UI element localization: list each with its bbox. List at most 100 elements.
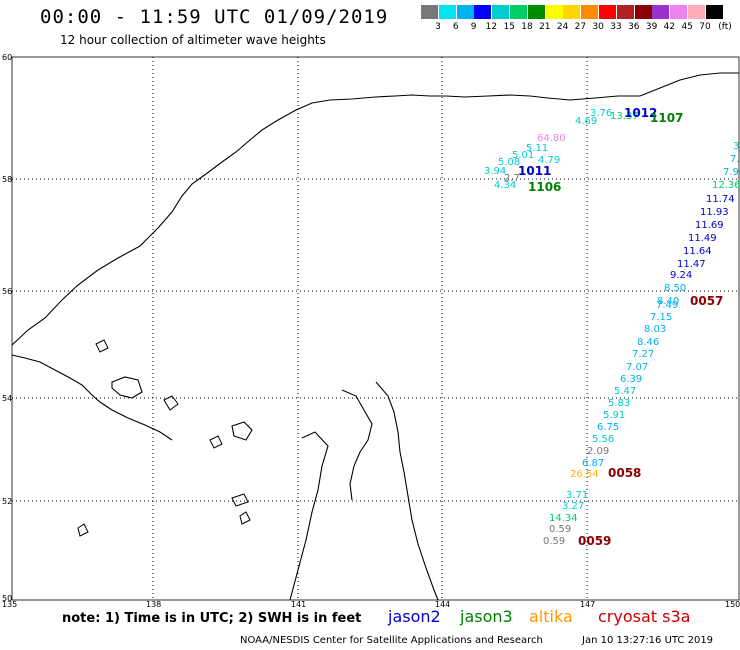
latitude-label: 56 bbox=[2, 287, 13, 296]
latitude-label: 52 bbox=[2, 497, 13, 506]
wave-height-value: 9.24 bbox=[670, 270, 693, 281]
wave-height-value: 26.54 bbox=[570, 469, 599, 480]
timestamp: Jan 10 13:27:16 UTC 2019 bbox=[582, 635, 714, 646]
legend-label: 70 bbox=[699, 22, 711, 32]
legend-swatch bbox=[438, 5, 456, 19]
wave-height-value: 2.09 bbox=[587, 446, 610, 457]
wave-height-value: 12.36 bbox=[712, 180, 740, 191]
legend-swatch bbox=[474, 5, 492, 19]
legend-swatch bbox=[492, 5, 510, 19]
wave-height-value: 5.11 bbox=[526, 143, 549, 154]
wave-height-value: 3.76 bbox=[590, 108, 613, 119]
legend-swatch bbox=[705, 5, 723, 19]
legend-swatch bbox=[510, 5, 527, 19]
legend-label: 15 bbox=[503, 22, 515, 32]
longitude-label: 150 bbox=[725, 600, 740, 609]
longitude-label: 144 bbox=[435, 600, 451, 609]
longitude-label: 147 bbox=[580, 600, 596, 609]
legend-swatch bbox=[456, 5, 474, 19]
coastline bbox=[11, 72, 739, 601]
wave-height-value: 11.74 bbox=[706, 194, 735, 205]
legend-label: 33 bbox=[610, 22, 622, 32]
credit-line: NOAA/NESDIS Center for Satellite Applica… bbox=[240, 635, 543, 646]
legend-label: 12 bbox=[485, 22, 498, 32]
legend-label: 39 bbox=[645, 22, 658, 32]
legend-swatch bbox=[599, 5, 616, 19]
wave-height-value: 7.49 bbox=[656, 300, 679, 311]
wave-height-value: 6.75 bbox=[597, 422, 620, 433]
wave-height-value: 11.49 bbox=[688, 233, 717, 244]
legend-swatch bbox=[527, 5, 545, 19]
page-title: 00:00 - 11:59 UTC 01/09/2019 bbox=[40, 6, 389, 28]
wave-height-value: 5.83 bbox=[608, 398, 631, 409]
wave-height-value: 5.56 bbox=[592, 434, 615, 445]
wave-height-value: 11.93 bbox=[700, 207, 729, 218]
legend-label: 30 bbox=[592, 22, 604, 32]
latitude-label: 54 bbox=[2, 394, 13, 403]
legend-swatch bbox=[616, 5, 634, 19]
wave-height-value: 3.94 bbox=[484, 166, 507, 177]
wave-height-value: 4.34 bbox=[494, 180, 517, 191]
legend-swatch bbox=[581, 5, 599, 19]
pass-id-label: 0057 bbox=[690, 294, 724, 308]
wave-height-value: 5.08 bbox=[498, 157, 521, 168]
pass-id-label: 1107 bbox=[650, 111, 684, 125]
wave-height-value: 4.79 bbox=[538, 155, 561, 166]
legend-swatch bbox=[421, 5, 438, 19]
pass-id-label: 1106 bbox=[528, 180, 562, 194]
legend-label: 18 bbox=[521, 22, 533, 32]
wave-height-value: 6.87 bbox=[582, 458, 605, 469]
legend-unit: (ft) bbox=[718, 22, 732, 32]
wave-height-value: 0.59 bbox=[543, 536, 566, 547]
wave-height-value: 5.47 bbox=[614, 386, 637, 397]
wave-height-value: 2.7 bbox=[504, 173, 520, 184]
wave-height-value: 8.03 bbox=[644, 324, 667, 335]
legend-label: 42 bbox=[663, 22, 676, 32]
wave-height-value: 11.64 bbox=[683, 246, 712, 257]
wave-height-value: 3.27 bbox=[562, 501, 585, 512]
legend-label: 36 bbox=[628, 22, 640, 32]
wave-height-value: 8.46 bbox=[637, 337, 660, 348]
longitude-label: 138 bbox=[146, 600, 162, 609]
satellite-jason2: jason2 bbox=[388, 607, 441, 626]
wave-height-value: 5.01 bbox=[512, 150, 535, 161]
legend-label: 9 bbox=[470, 22, 477, 32]
wave-height-value: 7.15 bbox=[650, 312, 673, 323]
page-subtitle: 12 hour collection of altimeter wave hei… bbox=[60, 33, 326, 47]
wave-height-value: 14.34 bbox=[549, 513, 578, 524]
wave-height-value: 6.39 bbox=[620, 374, 643, 385]
longitude-label: 141 bbox=[291, 600, 307, 609]
legend-swatch bbox=[652, 5, 670, 19]
satellite-cryosat-s3a: cryosat s3a bbox=[598, 607, 691, 626]
wave-height-value: 7.27 bbox=[632, 349, 655, 360]
latitude-label: 58 bbox=[2, 175, 13, 184]
latitude-label: 60 bbox=[2, 53, 13, 62]
legend-swatch bbox=[634, 5, 652, 19]
legend-swatch bbox=[545, 5, 563, 19]
wave-height-value: 4.69 bbox=[575, 116, 598, 127]
footer-note: note: 1) Time is in UTC; 2) SWH is in fe… bbox=[62, 611, 362, 626]
map-frame bbox=[11, 56, 740, 601]
legend-label: 45 bbox=[681, 22, 693, 32]
wave-height-value: 8.40 bbox=[657, 296, 680, 307]
latitude-label: 50 bbox=[2, 594, 13, 603]
wave-height-value: 11.69 bbox=[695, 220, 724, 231]
legend-label: 21 bbox=[539, 22, 551, 32]
wave-height-value: 0.59 bbox=[549, 524, 572, 535]
wave-height-value: 11.47 bbox=[677, 259, 706, 270]
wave-height-value: 7. bbox=[730, 154, 740, 165]
wave-height-value: 7.9 bbox=[723, 167, 739, 178]
islands bbox=[77, 339, 251, 537]
pass-id-label: 0058 bbox=[608, 466, 642, 480]
legend-label: 3 bbox=[435, 22, 441, 32]
satellite-altika: altika bbox=[529, 607, 573, 626]
satellite-jason3: jason3 bbox=[460, 607, 513, 626]
wave-height-value: 8.50 bbox=[664, 283, 687, 294]
wave-height-value: 13.37 bbox=[610, 111, 639, 122]
legend-swatch bbox=[688, 5, 705, 19]
pass-id-label: 1012 bbox=[624, 106, 658, 120]
wave-height-value: 3 bbox=[733, 141, 740, 152]
wave-height-value: 7.07 bbox=[626, 362, 649, 373]
